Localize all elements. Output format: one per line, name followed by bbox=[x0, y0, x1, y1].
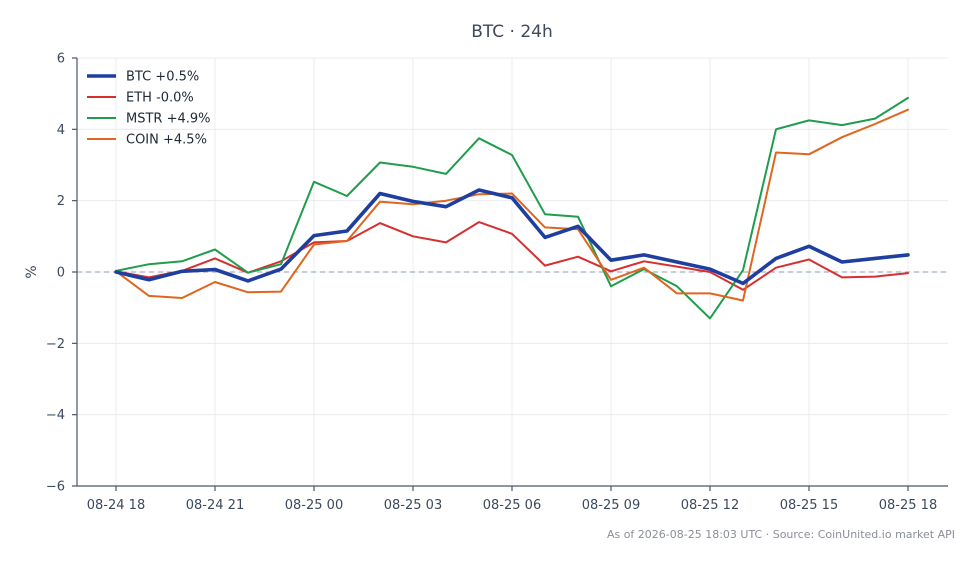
mstr-series-line bbox=[115, 96, 909, 320]
y-tick-label: −2 bbox=[46, 337, 65, 352]
x-tick-label: 08-25 15 bbox=[780, 498, 838, 513]
legend: BTC +0.5% ETH -0.0% MSTR +4.9% COIN +4.5% bbox=[87, 70, 211, 148]
eth-legend-label: ETH -0.0% bbox=[126, 91, 194, 106]
y-tick-label: 6 bbox=[57, 52, 65, 67]
x-tick-label: 08-25 09 bbox=[582, 498, 640, 513]
x-tick-label: 08-25 00 bbox=[285, 498, 343, 513]
x-tick-label: 08-24 21 bbox=[186, 498, 244, 513]
y-tick-label: 4 bbox=[57, 123, 65, 138]
x-tick-label: 08-25 03 bbox=[384, 498, 442, 513]
series-lines bbox=[114, 96, 910, 320]
x-tick-label: 08-25 12 bbox=[681, 498, 739, 513]
x-tick-label: 08-24 18 bbox=[87, 498, 145, 513]
x-tick-label: 08-25 06 bbox=[483, 498, 541, 513]
chart-title: BTC · 24h bbox=[471, 22, 553, 42]
coin-series-line bbox=[115, 108, 909, 302]
y-tick-label: −4 bbox=[46, 408, 65, 423]
coin-legend-label: COIN +4.5% bbox=[126, 133, 207, 148]
y-tick-label: −6 bbox=[46, 480, 65, 495]
y-tick-label: 0 bbox=[57, 266, 65, 281]
source-footnote: As of 2026-08-25 18:03 UTC · Source: Coi… bbox=[607, 528, 955, 541]
axes: 6 4 2 0 −2 −4 −6 08-24 18 08-24 21 08-25 00 08-25 … bbox=[46, 52, 948, 513]
btc-series-line bbox=[114, 188, 910, 286]
y-axis-label: % bbox=[24, 265, 40, 278]
y-tick-label: 2 bbox=[57, 194, 65, 209]
mstr-legend-label: MSTR +4.9% bbox=[126, 112, 211, 127]
btc-legend-label: BTC +0.5% bbox=[126, 70, 199, 85]
x-tick-label: 08-25 18 bbox=[879, 498, 937, 513]
